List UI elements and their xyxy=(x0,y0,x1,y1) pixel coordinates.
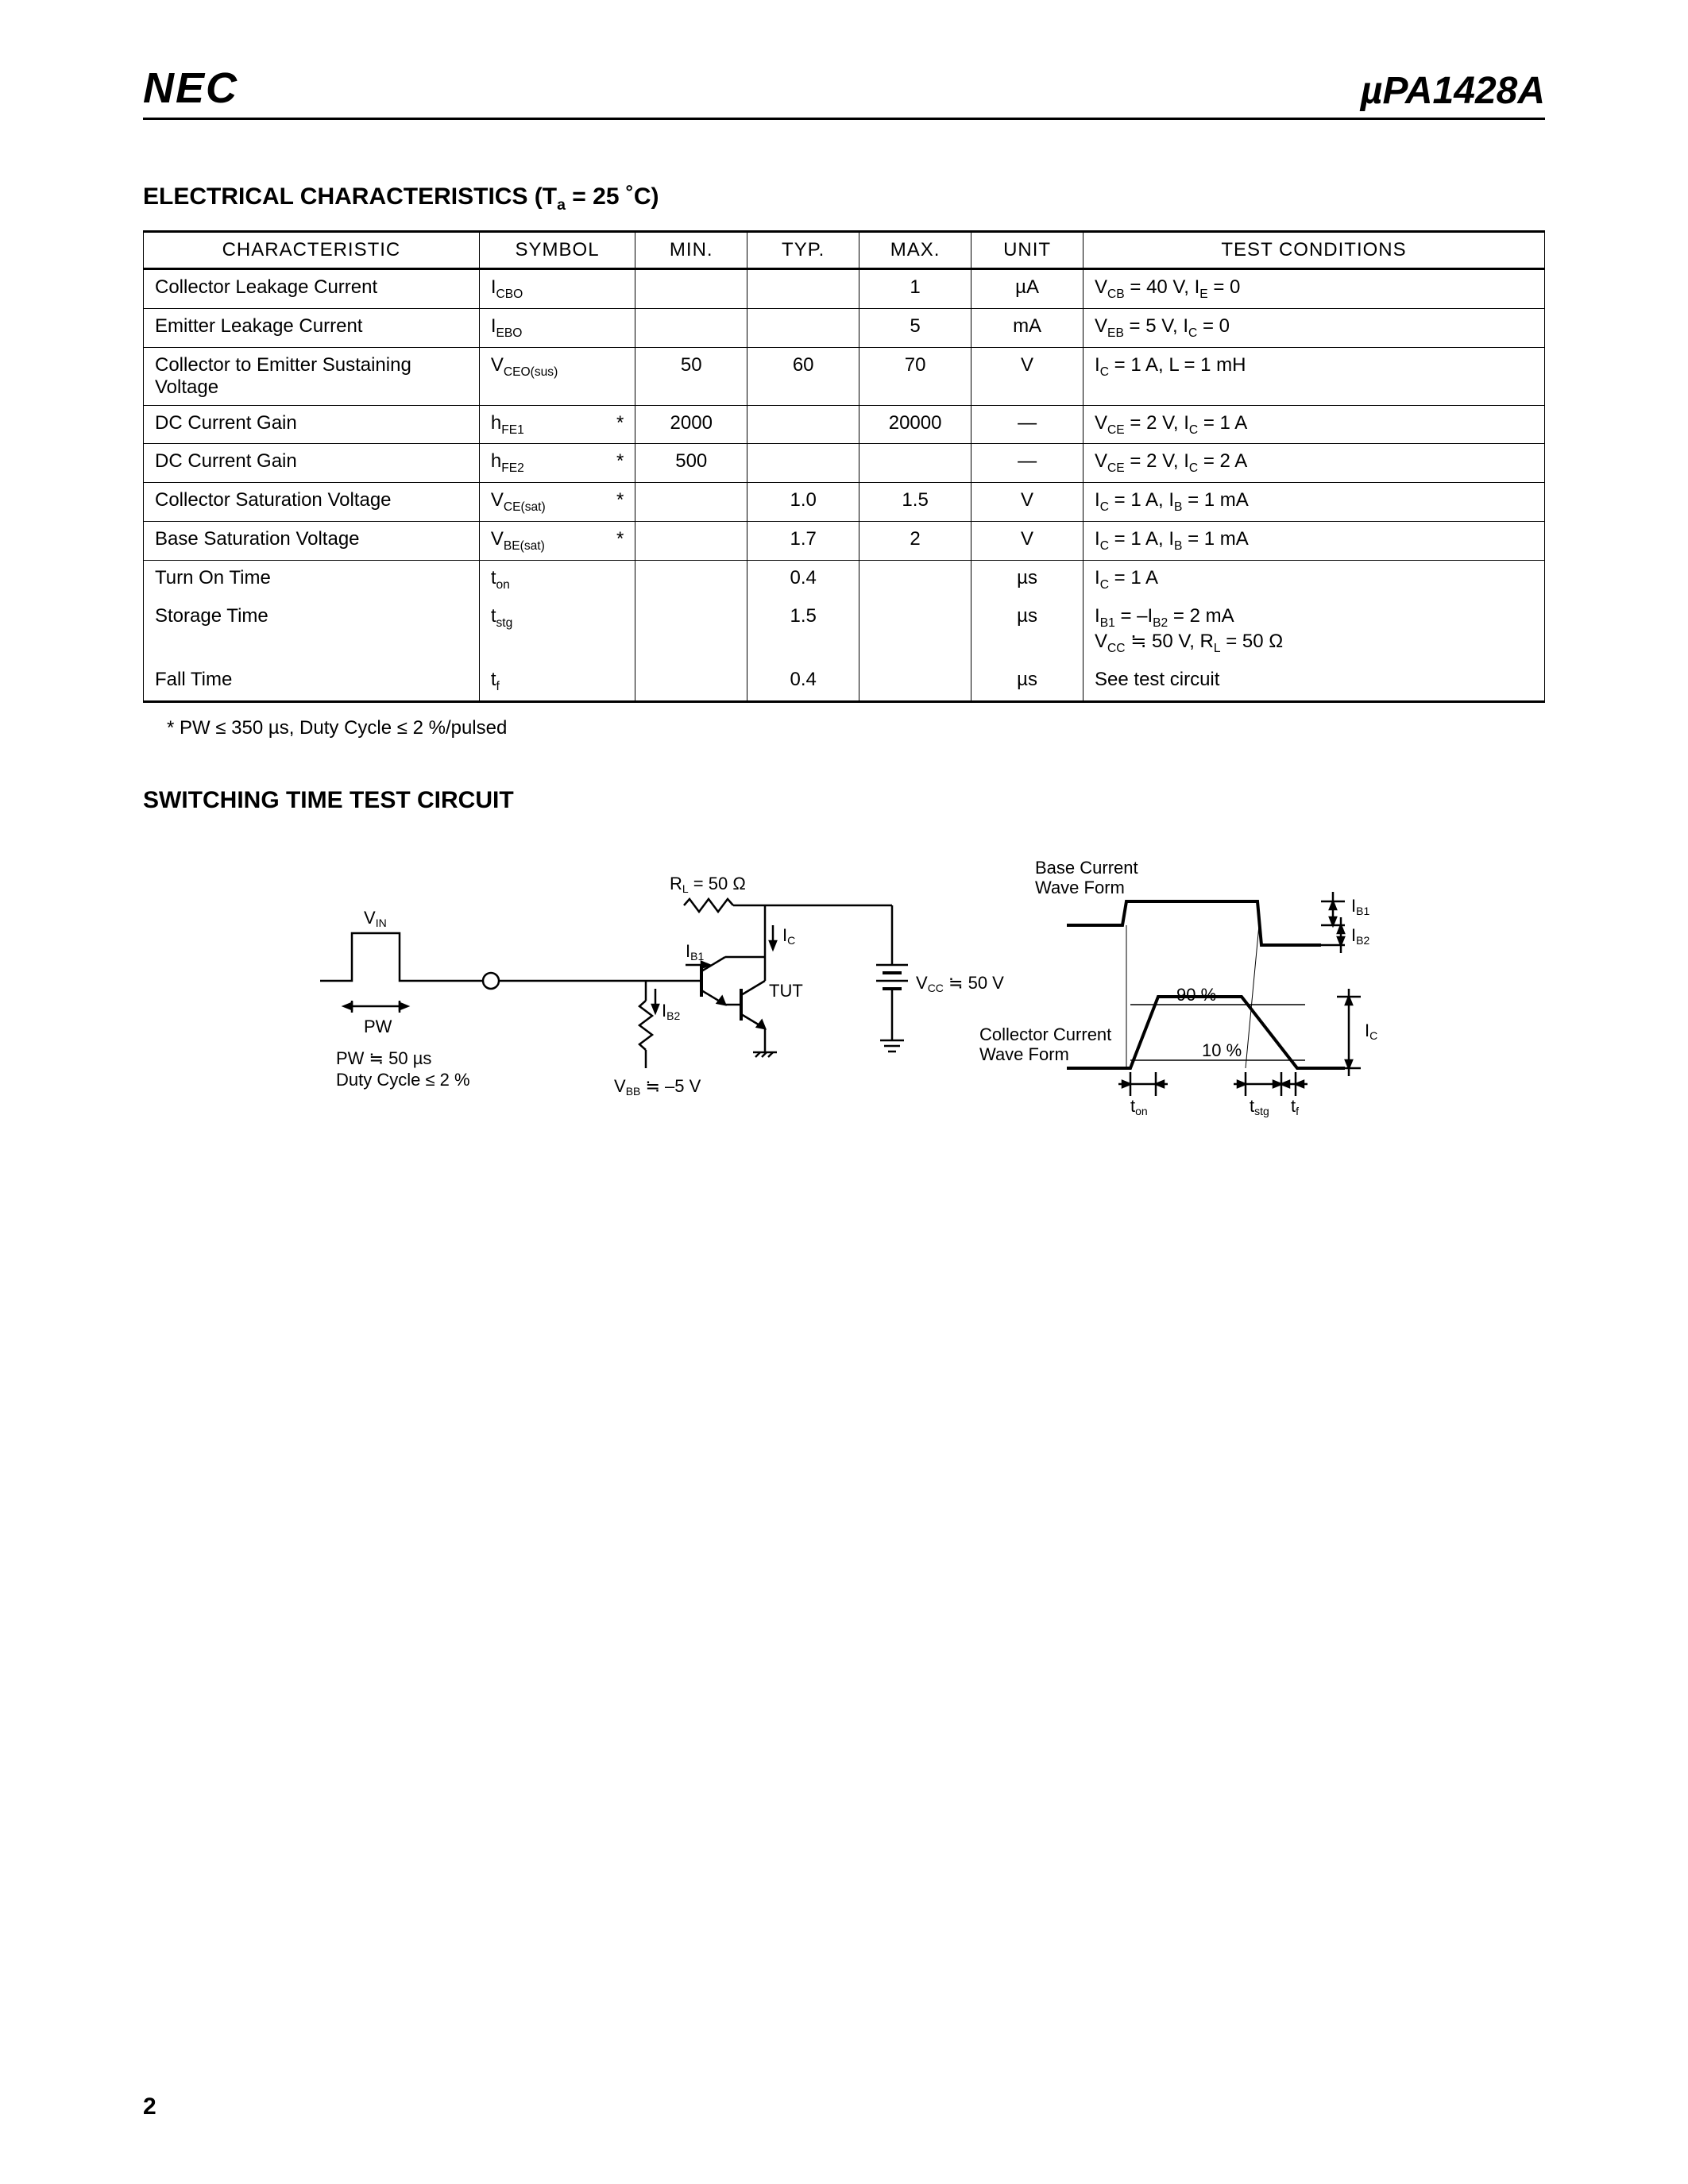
electrical-characteristics-table: CHARACTERISTIC SYMBOL MIN. TYP. MAX. UNI… xyxy=(143,230,1545,703)
svg-text:VIN: VIN xyxy=(364,908,387,929)
svg-text:RL = 50 Ω: RL = 50 Ω xyxy=(670,874,746,895)
svg-text:IB2: IB2 xyxy=(1351,925,1369,947)
table-row: DC Current GainhFE1*200020000—VCE = 2 V,… xyxy=(144,405,1545,444)
logo: NEC xyxy=(143,64,238,113)
svg-text:PW: PW xyxy=(364,1017,392,1036)
svg-text:IB1: IB1 xyxy=(1351,896,1369,917)
svg-text:Duty Cycle ≤ 2 %: Duty Cycle ≤ 2 % xyxy=(336,1070,470,1090)
th-max: MAX. xyxy=(859,232,971,269)
svg-text:Collector Current: Collector Current xyxy=(979,1024,1111,1044)
title-prefix: ELECTRICAL CHARACTERISTICS (T xyxy=(143,183,557,210)
th-symbol: SYMBOL xyxy=(479,232,635,269)
svg-text:tf: tf xyxy=(1291,1096,1299,1117)
svg-text:90 %: 90 % xyxy=(1176,985,1216,1005)
svg-text:IB2: IB2 xyxy=(662,1001,680,1022)
svg-text:ton: ton xyxy=(1130,1096,1148,1117)
th-unit: UNIT xyxy=(971,232,1083,269)
table-row: Collector to Emitter Sustaining VoltageV… xyxy=(144,347,1545,405)
th-typ: TYP. xyxy=(747,232,859,269)
switching-test-circuit-diagram: VIN PW PW ≒ 50 µs Duty Cycle ≤ 2 % IB1 I… xyxy=(143,830,1545,1195)
section-switching-title: SWITCHING TIME TEST CIRCUIT xyxy=(143,787,1545,814)
table-row: DC Current GainhFE2*500—VCE = 2 V, IC = … xyxy=(144,444,1545,483)
table-row: Emitter Leakage CurrentIEBO5mAVEB = 5 V,… xyxy=(144,308,1545,347)
table-row: Base Saturation VoltageVBE(sat)*1.72VIC … xyxy=(144,521,1545,560)
table-row: Collector Saturation VoltageVCE(sat)*1.0… xyxy=(144,483,1545,522)
svg-text:Base Current: Base Current xyxy=(1035,858,1138,878)
svg-text:10 %: 10 % xyxy=(1202,1040,1242,1060)
page-header: NEC µPA1428A xyxy=(143,64,1545,120)
svg-text:IB1: IB1 xyxy=(686,941,704,963)
page-number: 2 xyxy=(143,2093,156,2120)
svg-text:PW ≒ 50 µs: PW ≒ 50 µs xyxy=(336,1048,431,1068)
svg-text:tstg: tstg xyxy=(1250,1096,1269,1117)
th-min: MIN. xyxy=(635,232,747,269)
table-footnote: * PW ≤ 350 µs, Duty Cycle ≤ 2 %/pulsed xyxy=(167,717,1545,739)
svg-text:TUT: TUT xyxy=(769,981,803,1001)
part-number: µPA1428A xyxy=(1361,69,1545,113)
section-electrical-title: ELECTRICAL CHARACTERISTICS (Ta = 25 ˚C) xyxy=(143,183,1545,214)
table-row: Turn On Timeton0.4µsIC = 1 A xyxy=(144,560,1545,598)
svg-text:IC: IC xyxy=(1365,1021,1377,1042)
th-characteristic: CHARACTERISTIC xyxy=(144,232,480,269)
svg-text:IC: IC xyxy=(782,925,795,947)
svg-text:Wave Form: Wave Form xyxy=(1035,878,1125,897)
th-conditions: TEST CONDITIONS xyxy=(1083,232,1545,269)
table-row: Collector Leakage CurrentICBO1µAVCB = 40… xyxy=(144,269,1545,309)
table-row: Fall Timetf0.4µsSee test circuit xyxy=(144,662,1545,701)
title-suffix: = 25 ˚C) xyxy=(566,183,659,210)
title-sub: a xyxy=(557,196,566,214)
svg-text:Wave Form: Wave Form xyxy=(979,1044,1069,1064)
mu-prefix: µ xyxy=(1361,70,1383,112)
svg-text:VBB ≒ –5 V: VBB ≒ –5 V xyxy=(614,1076,701,1098)
table-row: Storage Timetstg1.5µsIB1 = –IB2 = 2 mAVC… xyxy=(144,599,1545,663)
svg-text:VCC ≒ 50 V: VCC ≒ 50 V xyxy=(916,973,1004,994)
part-number-text: PA1428A xyxy=(1382,70,1545,112)
